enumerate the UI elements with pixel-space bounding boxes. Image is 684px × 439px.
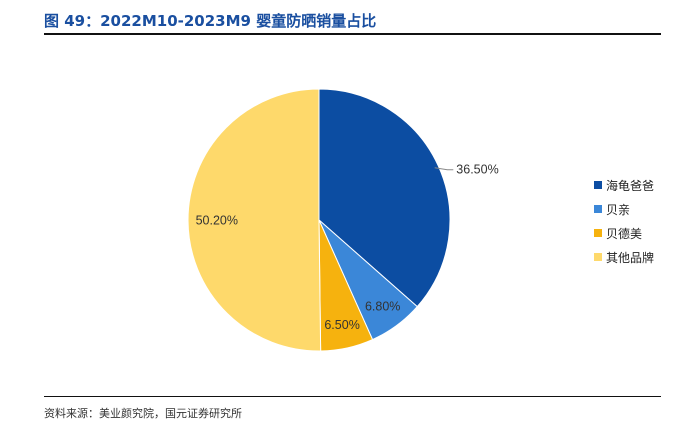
data-label-4: 50.20% [196, 214, 238, 228]
pie-slice-1 [318, 88, 451, 308]
figure-title: 图 49：2022M10-2023M9 婴童防晒销量占比 [44, 12, 377, 30]
title-divider [44, 33, 661, 35]
legend-label-2: 贝亲 [606, 203, 630, 217]
pie-slices [187, 88, 451, 352]
legend-swatch-3 [594, 229, 602, 237]
legend-label-3: 贝德美 [606, 226, 642, 241]
leader-lines [434, 167, 454, 171]
data-label-2: 6.80% [365, 300, 400, 314]
pie-slice-4 [187, 88, 322, 352]
legend-swatch-2 [594, 205, 602, 213]
data-label-3: 6.50% [324, 318, 359, 332]
footer-divider [44, 396, 661, 397]
legend-label-1: 海龟爸爸 [606, 178, 654, 193]
data-label-1: 36.50% [456, 163, 498, 177]
legend-swatch-1 [594, 181, 602, 189]
legend-label-4: 其他品牌 [606, 251, 654, 265]
source-note: 资料来源：美业颜究院，国元证券研究所 [44, 407, 242, 420]
legend-swatch-4 [594, 253, 602, 261]
leader-line-1 [434, 167, 454, 171]
data-labels: 36.50% 6.80% 6.50% 50.20% [196, 163, 499, 332]
